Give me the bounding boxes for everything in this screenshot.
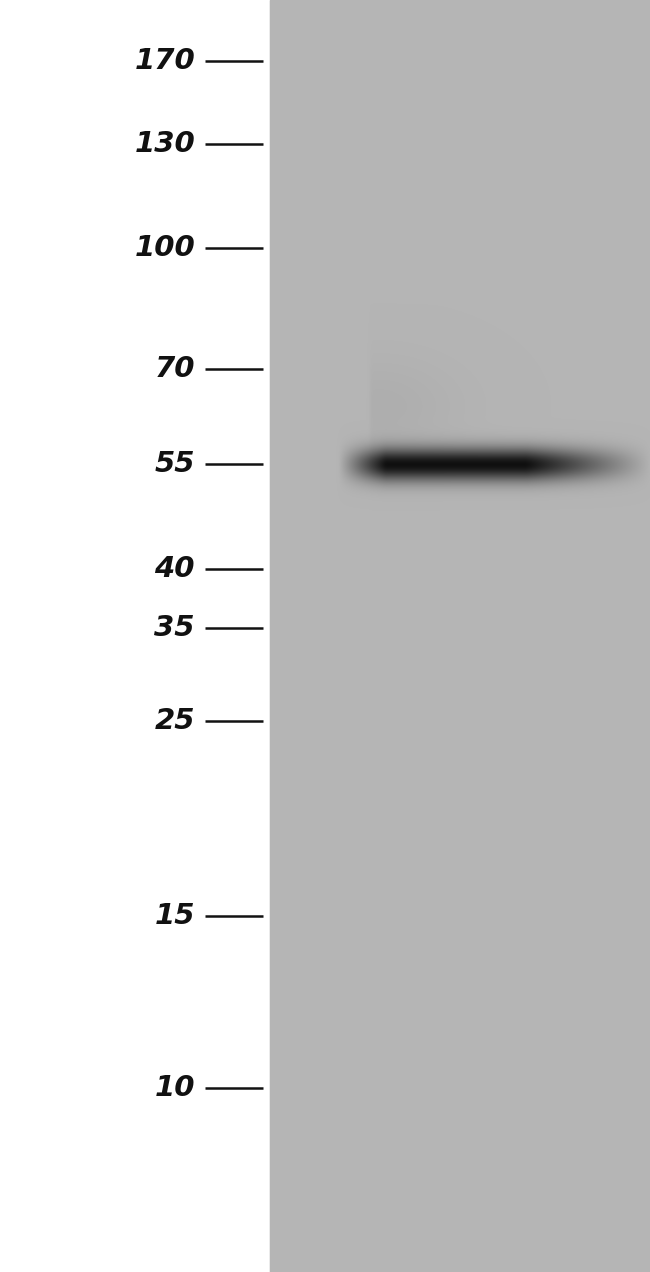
Bar xyxy=(270,0,285,1272)
Text: 25: 25 xyxy=(155,707,195,735)
Text: 170: 170 xyxy=(135,47,195,75)
Text: 100: 100 xyxy=(135,234,195,262)
Bar xyxy=(270,0,650,1272)
Text: 70: 70 xyxy=(155,355,195,383)
Bar xyxy=(0,0,270,1272)
Text: 40: 40 xyxy=(155,555,195,583)
Text: 35: 35 xyxy=(155,614,195,642)
Text: 10: 10 xyxy=(155,1074,195,1102)
Text: 15: 15 xyxy=(155,902,195,930)
Text: 55: 55 xyxy=(155,450,195,478)
Text: 130: 130 xyxy=(135,130,195,158)
